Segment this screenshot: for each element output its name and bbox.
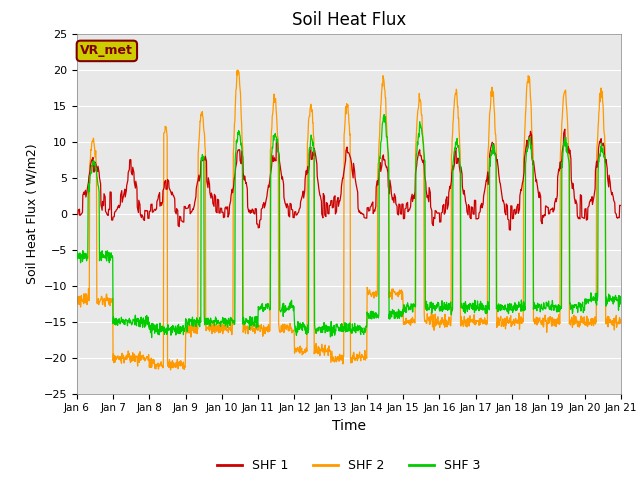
- SHF 1: [194, 179, 202, 184]
- SHF 3: [255, 307, 263, 313]
- SHF 1: [507, 227, 515, 233]
- SHF 2: [181, 365, 189, 371]
- X-axis label: Time: Time: [332, 419, 366, 433]
- SHF 2: [234, 67, 242, 73]
- SHF 2: [166, 367, 174, 373]
- SHF 1: [553, 197, 561, 203]
- Line: SHF 1: SHF 1: [77, 129, 621, 230]
- SHF 1: [617, 203, 625, 208]
- SHF 2: [505, 318, 513, 324]
- SHF 1: [180, 204, 188, 209]
- SHF 2: [553, 320, 561, 326]
- SHF 3: [148, 335, 156, 340]
- SHF 1: [73, 212, 81, 217]
- Title: Soil Heat Flux: Soil Heat Flux: [292, 11, 406, 29]
- SHF 3: [434, 300, 442, 305]
- SHF 3: [505, 306, 513, 312]
- Text: VR_met: VR_met: [81, 44, 133, 58]
- Y-axis label: Soil Heat Flux ( W/m2): Soil Heat Flux ( W/m2): [25, 144, 38, 284]
- SHF 2: [255, 323, 263, 329]
- SHF 2: [434, 314, 442, 320]
- Legend: SHF 1, SHF 2, SHF 3: SHF 1, SHF 2, SHF 3: [212, 455, 486, 477]
- SHF 2: [73, 296, 81, 301]
- SHF 3: [73, 249, 81, 255]
- SHF 1: [504, 216, 512, 222]
- SHF 3: [553, 308, 561, 314]
- SHF 1: [255, 225, 262, 230]
- SHF 3: [181, 326, 189, 332]
- SHF 2: [195, 151, 202, 156]
- SHF 2: [617, 320, 625, 326]
- SHF 1: [433, 210, 441, 216]
- SHF 1: [561, 126, 569, 132]
- SHF 3: [380, 112, 388, 118]
- SHF 3: [195, 317, 202, 323]
- Line: SHF 3: SHF 3: [77, 115, 621, 337]
- Line: SHF 2: SHF 2: [77, 70, 621, 370]
- SHF 3: [617, 299, 625, 304]
